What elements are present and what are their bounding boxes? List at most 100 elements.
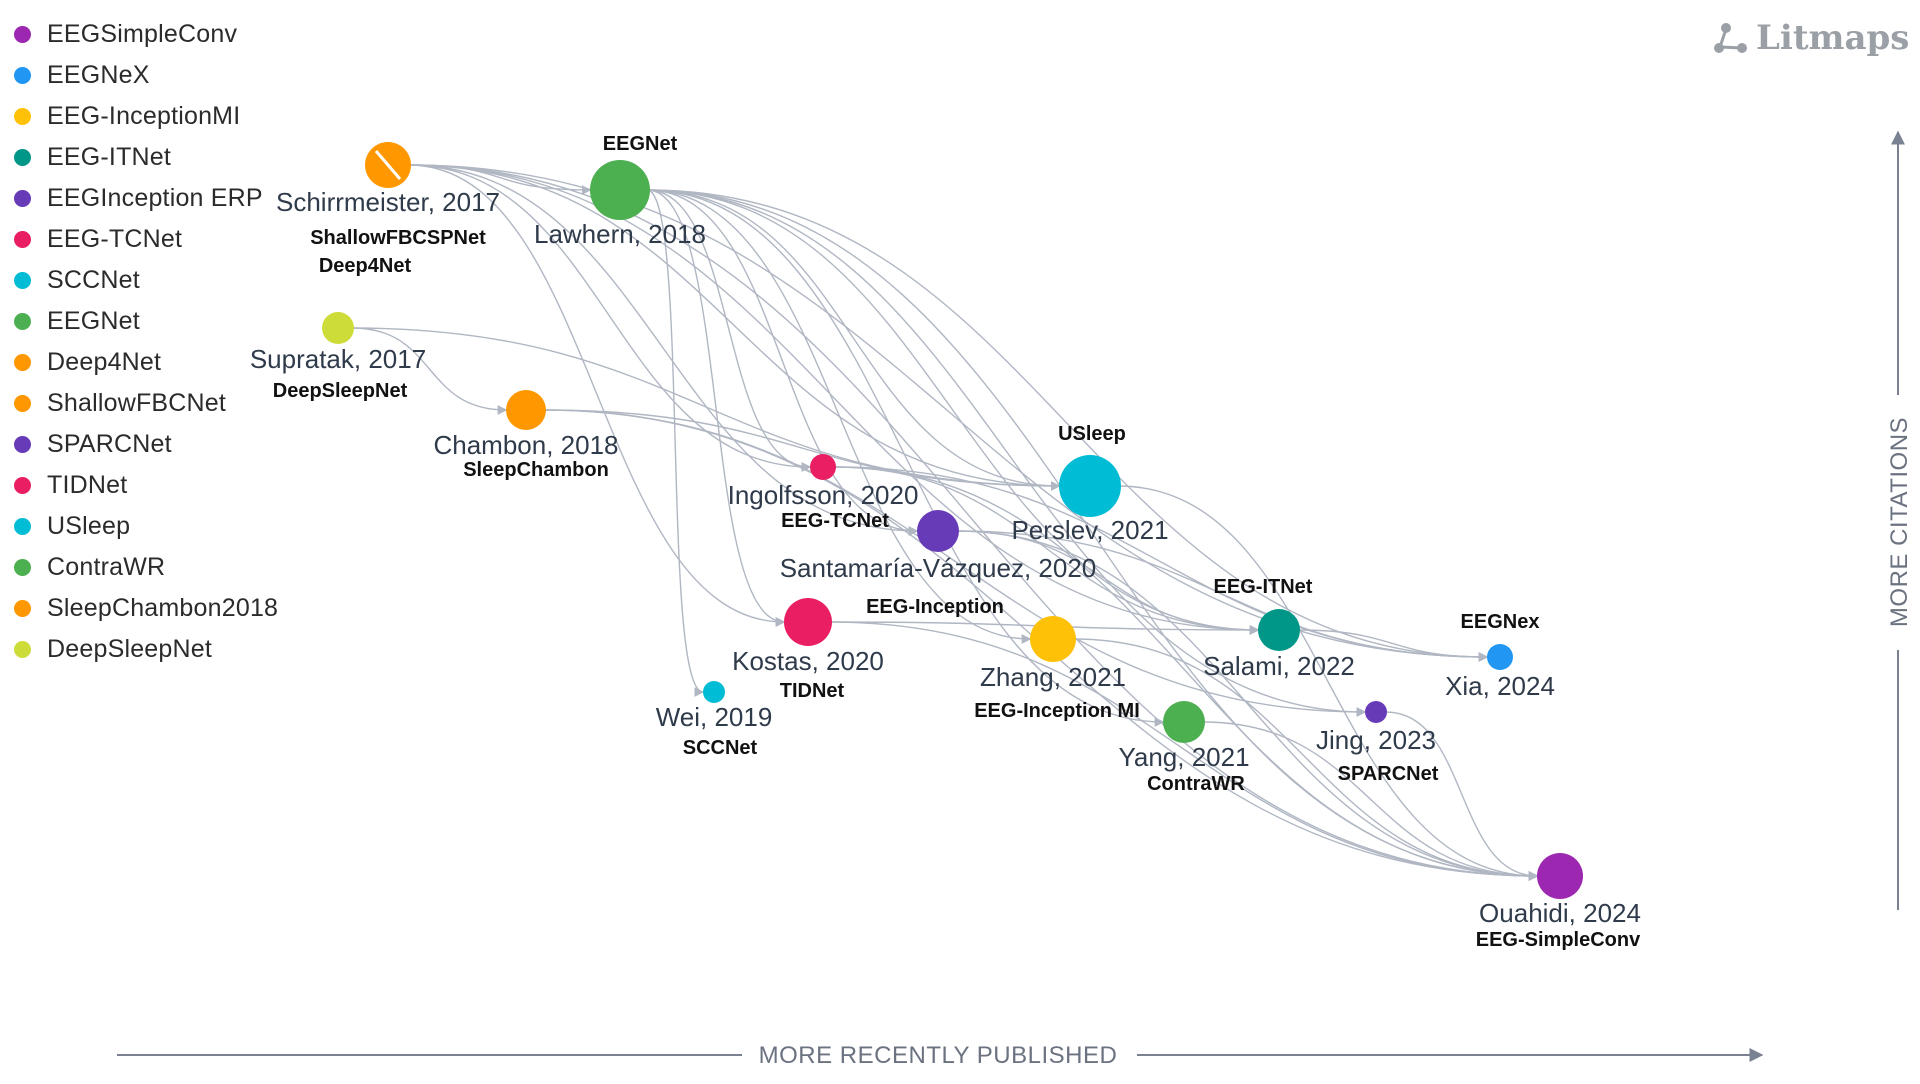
paper-node-circle[interactable] bbox=[810, 454, 836, 480]
paper-node-jing[interactable]: Jing, 2023 SPARCNet bbox=[1316, 701, 1439, 785]
paper-label[interactable]: Chambon, 2018 bbox=[433, 430, 618, 460]
legend-dot-icon bbox=[14, 600, 31, 617]
paper-node-zhang[interactable]: Zhang, 2021 EEG-Inception MI bbox=[974, 616, 1140, 722]
legend-item[interactable]: EEGNeX bbox=[14, 55, 278, 96]
legend-label: EEG-ITNet bbox=[47, 143, 172, 171]
paper-label[interactable]: Ouahidi, 2024 bbox=[1479, 898, 1641, 928]
legend-dot-icon bbox=[14, 231, 31, 248]
paper-node-salami[interactable]: Salami, 2022 EEG-ITNet bbox=[1203, 576, 1355, 681]
paper-node-wei[interactable]: Wei, 2019 SCCNet bbox=[656, 681, 773, 759]
legend-item[interactable]: TIDNet bbox=[14, 465, 278, 506]
paper-node-lawhern[interactable]: Lawhern, 2018 EEGNet bbox=[534, 133, 706, 249]
legend-label: SPARCNet bbox=[47, 430, 172, 458]
legend-item[interactable]: SCCNet bbox=[14, 260, 278, 301]
legend-label: ShallowFBCNet bbox=[47, 389, 227, 417]
citation-edge bbox=[543, 409, 1061, 491]
legend-item[interactable]: EEGNet bbox=[14, 301, 278, 342]
citation-edge bbox=[646, 189, 1032, 644]
litmaps-logo-icon bbox=[1714, 23, 1747, 53]
paper-label[interactable]: Santamaría-Vázquez, 2020 bbox=[780, 553, 1097, 583]
paper-label[interactable]: Supratak, 2017 bbox=[250, 344, 426, 374]
model-tag: EEGNex bbox=[1461, 611, 1540, 633]
paper-node-perslev[interactable]: Perslev, 2021 USleep bbox=[1011, 423, 1168, 545]
model-tag: EEG-TCNet bbox=[781, 510, 889, 532]
brand-name: Litmaps bbox=[1756, 18, 1910, 58]
paper-node-circle[interactable] bbox=[1365, 701, 1387, 723]
paper-label[interactable]: Zhang, 2021 bbox=[980, 662, 1126, 692]
citation-edge bbox=[408, 164, 812, 472]
legend-label: Deep4Net bbox=[47, 348, 162, 376]
paper-label[interactable]: Ingolfsson, 2020 bbox=[728, 480, 919, 510]
paper-nodes: Schirrmeister, 2017 ShallowFBCSPNet Deep4N… bbox=[250, 133, 1641, 951]
legend-item[interactable]: EEGInception ERP bbox=[14, 178, 278, 219]
paper-node-circle[interactable] bbox=[784, 598, 832, 646]
model-tag: Deep4Net bbox=[319, 255, 412, 277]
paper-node-circle[interactable] bbox=[590, 160, 650, 220]
paper-node-santamaria[interactable]: Santamaría-Vázquez, 2020 EEG-Inception bbox=[780, 510, 1097, 618]
legend-item[interactable]: EEGSimpleConv bbox=[14, 14, 278, 55]
legend-item[interactable]: EEG-ITNet bbox=[14, 137, 278, 178]
citation-edge bbox=[1297, 629, 1489, 662]
legend-item[interactable]: EEG-TCNet bbox=[14, 219, 278, 260]
paper-label[interactable]: Wei, 2019 bbox=[656, 702, 773, 732]
legend-label: EEG-TCNet bbox=[47, 225, 183, 253]
paper-node-supratak[interactable]: Supratak, 2017 DeepSleepNet bbox=[250, 312, 426, 402]
paper-label[interactable]: Lawhern, 2018 bbox=[534, 219, 706, 249]
model-tag: EEG-Inception bbox=[866, 596, 1004, 618]
legend-item[interactable]: EEG-InceptionMI bbox=[14, 96, 278, 137]
paper-node-circle[interactable] bbox=[1258, 609, 1300, 651]
legend-dot-icon bbox=[14, 559, 31, 576]
legend: EEGSimpleConv EEGNeX EEG-InceptionMI EEG-IT… bbox=[14, 14, 278, 670]
citation-edge bbox=[834, 466, 1260, 635]
legend-item[interactable]: SleepChambon2018 bbox=[14, 588, 278, 629]
legend-label: TIDNet bbox=[47, 471, 128, 499]
paper-node-kostas[interactable]: Kostas, 2020 TIDNet bbox=[732, 598, 884, 702]
legend-dot-icon bbox=[14, 67, 31, 84]
paper-node-circle[interactable] bbox=[506, 390, 546, 430]
paper-label[interactable]: Yang, 2021 bbox=[1118, 742, 1249, 772]
paper-label[interactable]: Perslev, 2021 bbox=[1011, 515, 1168, 545]
model-tag: ContraWR bbox=[1147, 773, 1245, 795]
citation-edge bbox=[646, 189, 1165, 727]
paper-label[interactable]: Xia, 2024 bbox=[1445, 671, 1555, 701]
paper-node-circle[interactable] bbox=[322, 312, 354, 344]
legend-item[interactable]: SPARCNet bbox=[14, 424, 278, 465]
citation-edge bbox=[646, 189, 705, 697]
legend-dot-icon bbox=[14, 108, 31, 125]
citation-edge bbox=[352, 327, 1061, 491]
legend-dot-icon bbox=[14, 477, 31, 494]
model-tag: SCCNet bbox=[683, 737, 758, 759]
citation-edges bbox=[352, 164, 1539, 881]
y-axis-label: MORE CITATIONS bbox=[1886, 417, 1913, 627]
legend-item[interactable]: DeepSleepNet bbox=[14, 629, 278, 670]
paper-node-circle[interactable] bbox=[1537, 853, 1583, 899]
paper-node-circle[interactable] bbox=[917, 510, 959, 552]
paper-node-circle[interactable] bbox=[1487, 644, 1513, 670]
paper-node-xia[interactable]: Xia, 2024 EEGNex bbox=[1445, 611, 1555, 701]
paper-label[interactable]: Salami, 2022 bbox=[1203, 651, 1355, 681]
legend-item[interactable]: ContraWR bbox=[14, 547, 278, 588]
paper-label[interactable]: Schirrmeister, 2017 bbox=[276, 187, 500, 217]
paper-node-circle[interactable] bbox=[1030, 616, 1076, 662]
citation-edge bbox=[646, 189, 919, 536]
legend-item[interactable]: USleep bbox=[14, 506, 278, 547]
paper-node-circle[interactable] bbox=[703, 681, 725, 703]
legend-item[interactable]: Deep4Net bbox=[14, 342, 278, 383]
paper-node-schirrmeister[interactable]: Schirrmeister, 2017 ShallowFBCSPNet Deep4N… bbox=[276, 142, 500, 277]
paper-node-circle[interactable] bbox=[1163, 701, 1205, 743]
legend-item[interactable]: ShallowFBCNet bbox=[14, 383, 278, 424]
paper-node-circle[interactable] bbox=[1059, 455, 1121, 517]
legend-dot-icon bbox=[14, 354, 31, 371]
citation-edge bbox=[646, 189, 786, 627]
citation-edge bbox=[1385, 711, 1539, 881]
model-tag: EEG-SimpleConv bbox=[1476, 929, 1641, 951]
paper-label[interactable]: Kostas, 2020 bbox=[732, 646, 884, 676]
paper-label[interactable]: Jing, 2023 bbox=[1316, 725, 1436, 755]
legend-dot-icon bbox=[14, 26, 31, 43]
brand-logo[interactable]: Litmaps bbox=[1712, 18, 1909, 58]
